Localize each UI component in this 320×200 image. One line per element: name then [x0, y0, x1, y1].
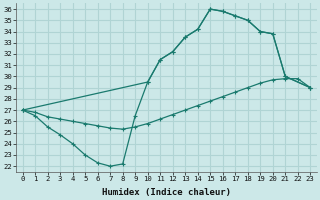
- X-axis label: Humidex (Indice chaleur): Humidex (Indice chaleur): [102, 188, 231, 197]
